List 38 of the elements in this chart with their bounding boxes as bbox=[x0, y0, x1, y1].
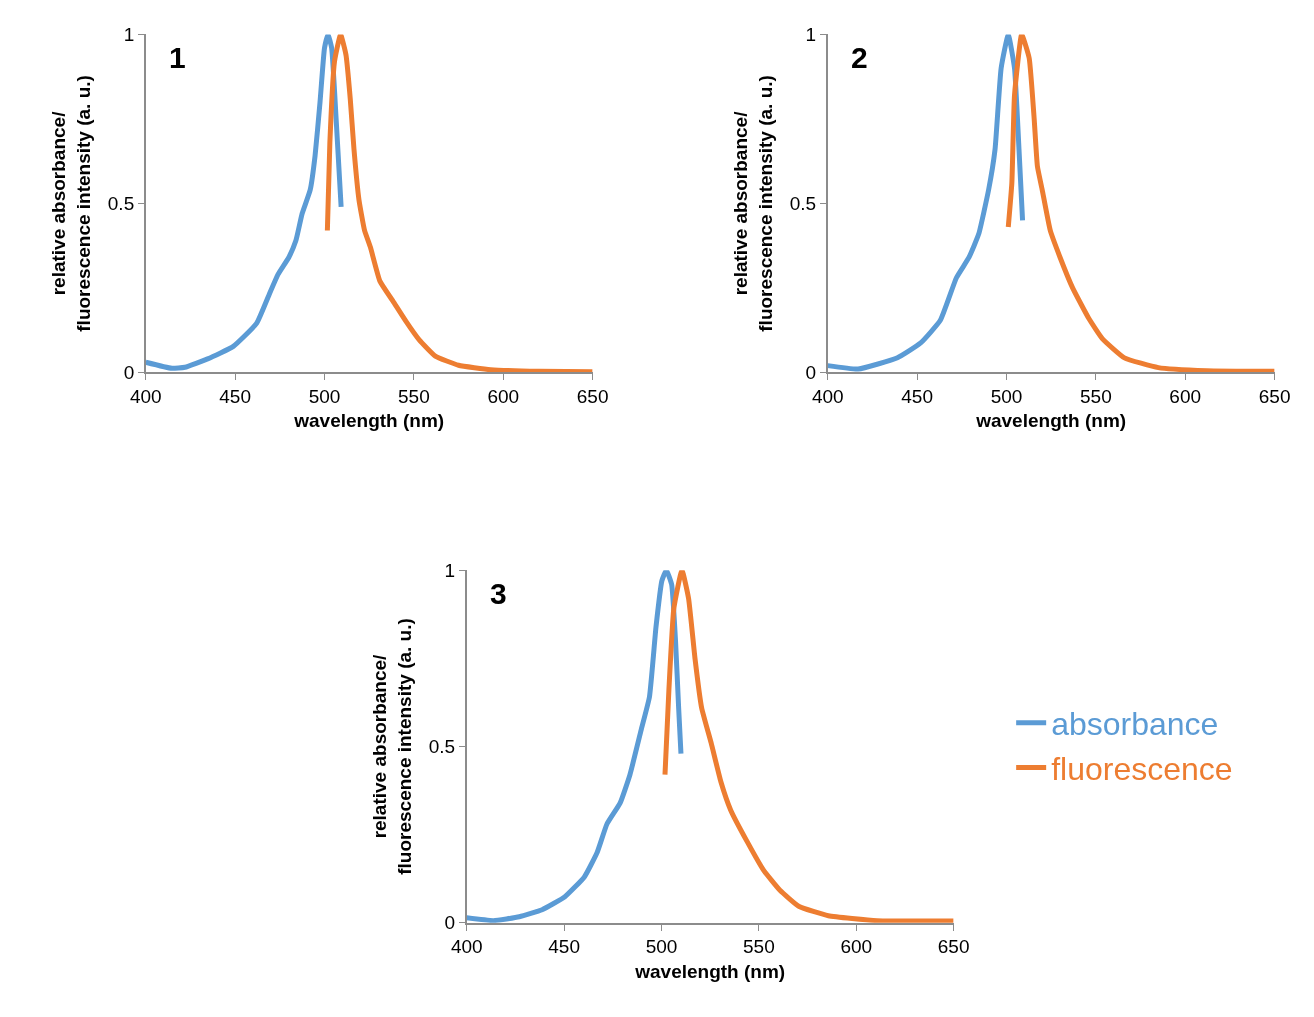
y-tick-label: 0 bbox=[805, 362, 817, 384]
y-axis-title: relative absorbance/ fluorescence intensity (a. u.) bbox=[730, 75, 777, 332]
x-axis-title: wavelength (nm) bbox=[293, 410, 445, 432]
legend-label: absorbance bbox=[1051, 706, 1219, 743]
x-axis-title: wavelength (nm) bbox=[975, 410, 1127, 432]
x-tick-label: 400 bbox=[811, 385, 844, 407]
x-tick-label: 450 bbox=[901, 385, 933, 407]
x-tick-label: 450 bbox=[219, 385, 251, 407]
x-tick-label: 400 bbox=[129, 385, 162, 407]
x-tick-label: 500 bbox=[645, 936, 678, 958]
y-tick-label: 1 bbox=[444, 559, 456, 581]
x-tick-label: 600 bbox=[487, 385, 520, 407]
chart-title: 1 bbox=[169, 41, 186, 74]
x-tick-label: 400 bbox=[450, 936, 483, 958]
chart-title: 3 bbox=[490, 577, 507, 610]
y-tick-label: 0 bbox=[444, 912, 456, 934]
y-tick-label: 0.5 bbox=[789, 193, 817, 215]
x-tick-label: 550 bbox=[1080, 385, 1112, 407]
y-tick-label: 0.5 bbox=[428, 736, 456, 758]
x-tick-label: 600 bbox=[840, 936, 873, 958]
x-tick-label: 650 bbox=[937, 936, 970, 958]
x-tick-label: 600 bbox=[1169, 385, 1202, 407]
x-axis-title: wavelength (nm) bbox=[634, 960, 786, 982]
x-tick-label: 500 bbox=[308, 385, 341, 407]
x-tick-label: 450 bbox=[548, 936, 580, 958]
x-tick-label: 500 bbox=[990, 385, 1023, 407]
y-tick-label: 0.5 bbox=[107, 193, 135, 215]
y-axis-title: relative absorbance/ fluorescence intensity (a. u.) bbox=[369, 618, 416, 875]
y-tick-label: 0 bbox=[123, 362, 135, 384]
y-tick-label: 1 bbox=[123, 24, 135, 46]
x-tick-label: 550 bbox=[743, 936, 775, 958]
x-tick-label: 550 bbox=[398, 385, 430, 407]
x-tick-label: 650 bbox=[1258, 385, 1291, 407]
chart-title: 2 bbox=[851, 41, 868, 74]
x-tick-label: 650 bbox=[576, 385, 609, 407]
y-tick-label: 1 bbox=[805, 24, 817, 46]
legend-label: fluorescence bbox=[1051, 750, 1233, 787]
y-axis-title: relative absorbance/ fluorescence intensity (a. u.) bbox=[48, 75, 95, 332]
